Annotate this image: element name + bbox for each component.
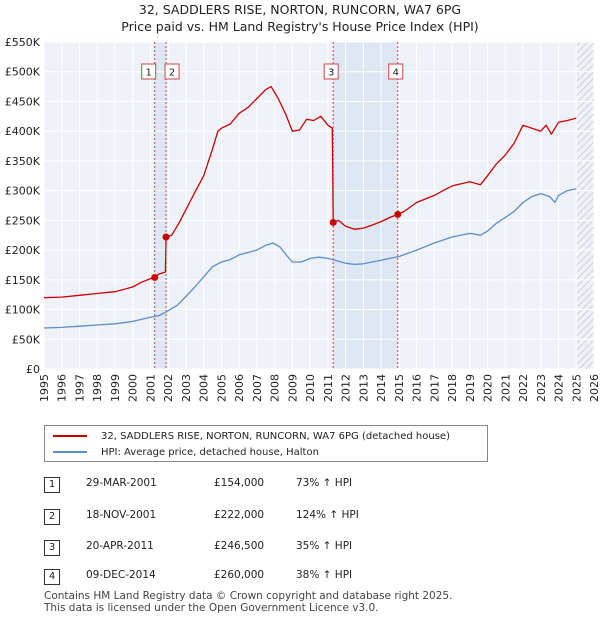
legend-label-hpi: HPI: Average price, detached house, Halt… (101, 446, 319, 458)
marker-badge (164, 63, 180, 80)
plot-area (44, 42, 594, 369)
y-tick-label: £400K (5, 125, 41, 138)
transaction-hpi: 73% ↑ HPI (296, 477, 353, 489)
sale-point (394, 210, 402, 218)
x-tick-label: 2023 (535, 374, 548, 402)
x-tick-label: 2005 (215, 374, 228, 402)
x-tick-label: 2021 (499, 374, 512, 402)
x-tick-label: 2020 (482, 374, 495, 402)
transaction-price: £222,000 (214, 509, 265, 521)
legend-label-property: 32, SADDLERS RISE, NORTON, RUNCORN, WA7 … (101, 430, 450, 442)
transaction-price: £154,000 (214, 477, 265, 489)
x-tick-label: 1998 (91, 374, 104, 402)
x-tick-label: 2007 (251, 374, 264, 402)
y-tick-label: £200K (5, 244, 41, 257)
sale-point (329, 218, 337, 226)
y-tick-label: £300K (5, 185, 41, 198)
marker-badge (323, 63, 339, 80)
y-tick-label: £0 (26, 363, 40, 376)
marker-badge-label: 3 (328, 68, 334, 79)
x-tick-label: 2014 (375, 374, 388, 402)
marker-badge-label: 1 (146, 68, 152, 79)
legend-item-hpi: HPI: Average price, detached house, Halt… (45, 444, 319, 460)
y-tick-label: £500K (5, 66, 41, 79)
x-tick-label: 2019 (464, 374, 477, 402)
property-series-line (43, 85, 577, 299)
x-tick-label: 2016 (411, 374, 424, 402)
transaction-date: 20-APR-2011 (86, 540, 154, 552)
marker-badge-label: 2 (169, 68, 175, 79)
legend-swatch-hpi (53, 451, 87, 453)
marker-badge (141, 63, 157, 80)
y-tick-label: £550K (5, 36, 41, 49)
marker-badge (388, 63, 404, 80)
price-chart: 1 2 3 4 £0 £50K £100K £150K £200K £250K £300K £350K… (5, 36, 600, 402)
footer-licence: This data is licensed under the Open Gov… (44, 602, 379, 614)
chart-legend: 32, SADDLERS RISE, NORTON, RUNCORN, WA7 … (44, 425, 488, 462)
transaction-badge: 4 (44, 569, 60, 585)
transaction-badge: 1 (44, 477, 60, 493)
x-tick-label: 1996 (56, 374, 69, 402)
x-tick-label: 2013 (357, 374, 370, 402)
x-tick-label: 2025 (570, 374, 583, 402)
transaction-hpi: 35% ↑ HPI (296, 540, 353, 552)
transaction-date: 29-MAR-2001 (86, 477, 157, 489)
hpi-series-line (43, 188, 577, 329)
x-tick-label: 2000 (127, 374, 140, 402)
transaction-price: £260,000 (214, 569, 265, 581)
transaction-badge: 2 (44, 509, 60, 525)
footer-copyright: Contains HM Land Registry data © Crown c… (44, 590, 453, 602)
x-tick-label: 2003 (180, 374, 193, 402)
legend-item-property: 32, SADDLERS RISE, NORTON, RUNCORN, WA7 … (45, 428, 450, 444)
x-tick-label: 1997 (73, 374, 86, 402)
x-tick-label: 2009 (286, 374, 299, 402)
x-tick-label: 2008 (269, 374, 282, 402)
x-tick-label: 2011 (322, 374, 335, 402)
x-tick-label: 2022 (517, 374, 530, 402)
x-tick-label: 2002 (162, 374, 175, 402)
x-tick-label: 2010 (304, 374, 317, 402)
x-tick-label: 2017 (428, 374, 441, 402)
shaded-range (154, 42, 167, 369)
y-tick-label: £250K (5, 214, 41, 227)
y-tick-label: £150K (5, 274, 41, 287)
sale-point (162, 233, 170, 241)
chart-title: 32, SADDLERS RISE, NORTON, RUNCORN, WA7 … (138, 2, 462, 17)
x-tick-label: 2004 (198, 374, 211, 402)
x-tick-label: 2024 (553, 374, 566, 402)
y-tick-label: £450K (5, 95, 41, 108)
transaction-hpi: 124% ↑ HPI (296, 509, 359, 521)
legend-swatch-property (53, 435, 87, 437)
x-tick-label: 2001 (144, 374, 157, 402)
x-tick-label: 2015 (393, 374, 406, 402)
transaction-hpi: 38% ↑ HPI (296, 569, 353, 581)
y-tick-label: £100K (5, 304, 41, 317)
x-tick-label: 2012 (340, 374, 353, 402)
x-tick-label: 1999 (109, 374, 122, 402)
x-tick-label: 2006 (233, 374, 246, 402)
marker-badge-label: 4 (393, 68, 399, 79)
x-tick-label: 2018 (446, 374, 459, 402)
y-tick-label: £50K (12, 333, 41, 346)
x-tick-label: 2026 (588, 374, 600, 402)
shaded-range (333, 42, 398, 369)
transaction-date: 18-NOV-2001 (86, 509, 157, 521)
y-tick-label: £350K (5, 155, 41, 168)
sale-point (151, 273, 159, 281)
transaction-date: 09-DEC-2014 (86, 569, 156, 581)
transaction-badge: 3 (44, 540, 60, 556)
transaction-price: £246,500 (214, 540, 265, 552)
chart-subtitle: Price paid vs. HM Land Registry's House … (121, 19, 479, 34)
x-tick-label: 1995 (38, 374, 51, 402)
projection-hatch (576, 42, 594, 369)
